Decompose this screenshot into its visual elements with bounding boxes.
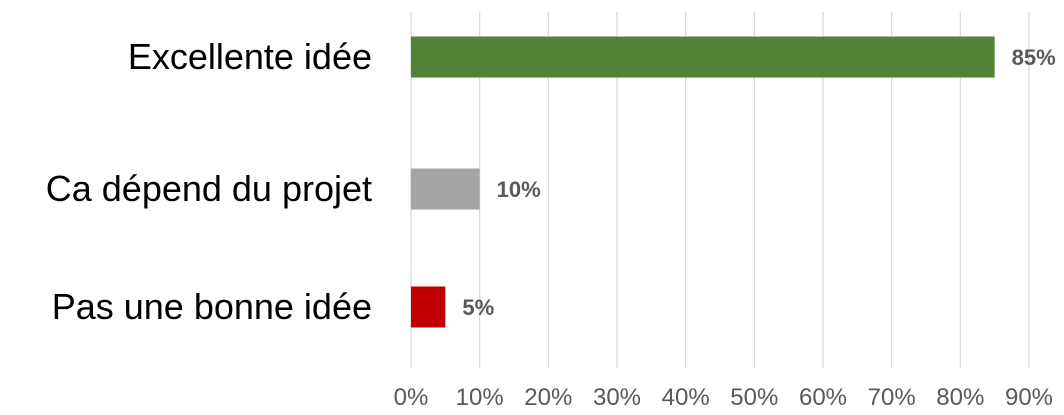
- category-label: Pas une bonne idée: [52, 286, 372, 327]
- x-tick-label: 10%: [456, 384, 504, 411]
- category-label: Excellente idée: [128, 36, 372, 77]
- category-labels: Excellente idée Ca dépend du projet Pas un…: [46, 36, 372, 327]
- data-labels: 85% 10% 5%: [462, 45, 1055, 320]
- x-tick-label: 80%: [936, 384, 984, 411]
- x-tick-label: 70%: [868, 384, 916, 411]
- x-tick-label: 90%: [1005, 384, 1053, 411]
- x-tick-label: 0%: [394, 384, 429, 411]
- x-tick-label: 40%: [662, 384, 710, 411]
- category-label: Ca dépend du projet: [46, 168, 372, 209]
- data-label: 85%: [1012, 45, 1056, 70]
- x-tick-label: 50%: [730, 384, 778, 411]
- x-tick-label: 30%: [593, 384, 641, 411]
- x-tick-label: 20%: [524, 384, 572, 411]
- bar: [411, 168, 480, 210]
- x-axis-tick-labels: 0% 10% 20% 30% 40% 50% 60% 70% 80% 90%: [394, 384, 1053, 411]
- bar: [411, 286, 446, 328]
- bar: [411, 36, 995, 78]
- bars: [411, 36, 995, 328]
- data-label: 5%: [462, 295, 494, 320]
- x-tick-label: 60%: [799, 384, 847, 411]
- data-label: 10%: [497, 177, 541, 202]
